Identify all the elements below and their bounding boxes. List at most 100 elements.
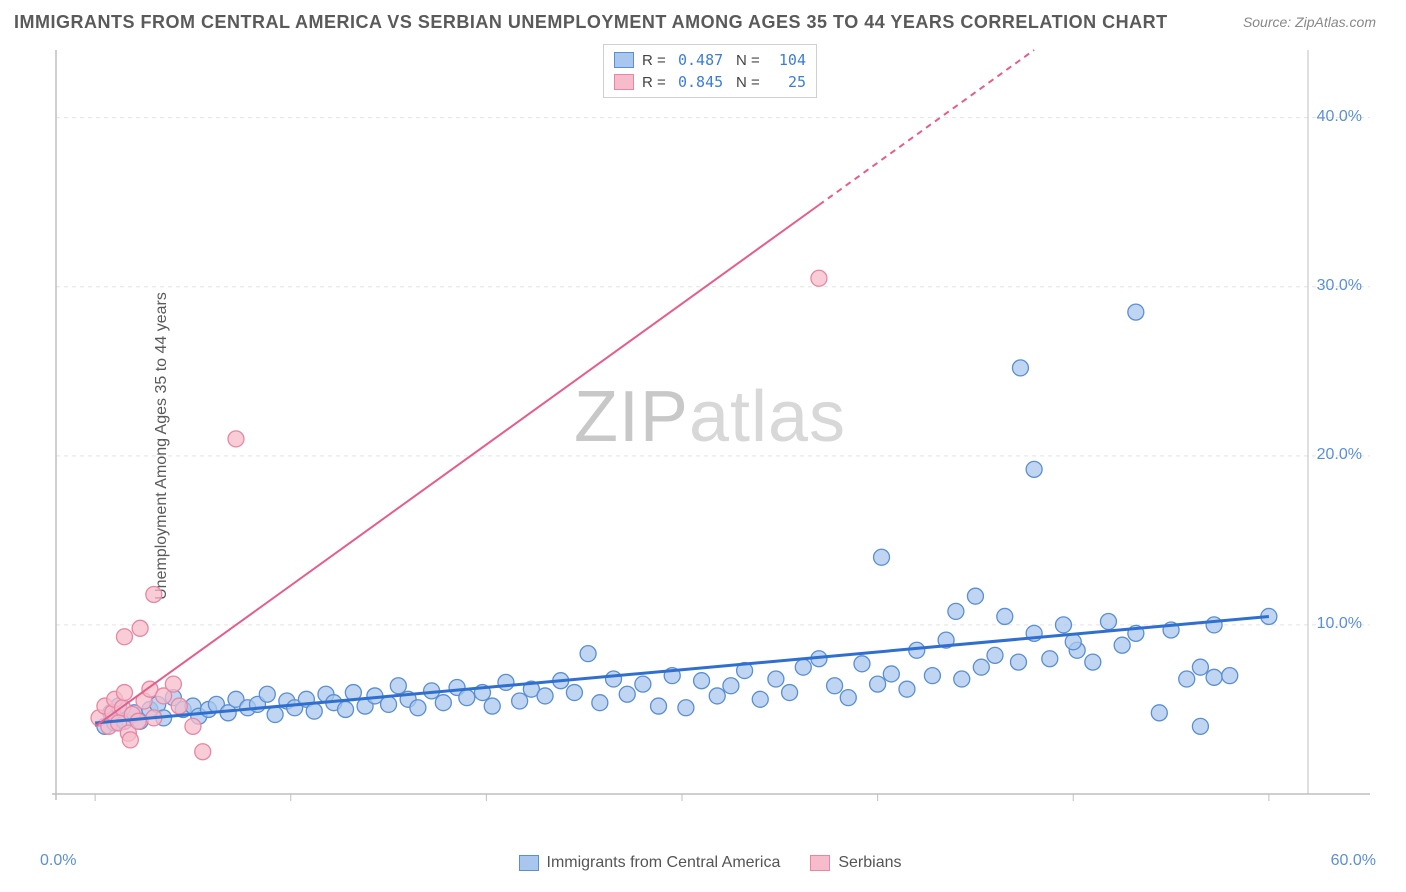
data-point xyxy=(185,718,201,734)
data-point xyxy=(1010,654,1026,670)
data-point xyxy=(1192,659,1208,675)
data-point xyxy=(768,671,784,687)
data-point xyxy=(267,707,283,723)
data-point xyxy=(484,698,500,714)
data-point xyxy=(512,693,528,709)
legend-n-label: N = xyxy=(736,74,764,91)
data-point xyxy=(1026,461,1042,477)
data-point xyxy=(146,586,162,602)
data-point xyxy=(459,690,475,706)
y-tick-label: 30.0% xyxy=(1317,277,1362,295)
data-point xyxy=(997,608,1013,624)
data-point xyxy=(635,676,651,692)
data-point xyxy=(811,270,827,286)
data-point xyxy=(259,686,275,702)
data-point xyxy=(899,681,915,697)
source-attribution: Source: ZipAtlas.com xyxy=(1243,14,1376,30)
data-point xyxy=(924,668,940,684)
legend-r-value: 0.487 xyxy=(678,51,728,69)
data-point xyxy=(390,678,406,694)
data-point xyxy=(1128,304,1144,320)
data-point xyxy=(537,688,553,704)
data-point xyxy=(1012,360,1028,376)
data-point xyxy=(694,673,710,689)
data-point xyxy=(130,713,146,729)
data-point xyxy=(381,696,397,712)
data-point xyxy=(619,686,635,702)
legend-label: Immigrants from Central America xyxy=(547,854,781,872)
legend-swatch xyxy=(810,855,830,871)
data-point xyxy=(306,703,322,719)
data-point xyxy=(116,629,132,645)
data-point xyxy=(1206,617,1222,633)
data-point xyxy=(1085,654,1101,670)
data-point xyxy=(1042,651,1058,667)
data-point xyxy=(1206,669,1222,685)
data-point xyxy=(228,431,244,447)
data-point xyxy=(651,698,667,714)
legend-row-serbians: R = 0.845 N = 25 xyxy=(614,71,806,93)
data-point xyxy=(678,700,694,716)
data-point xyxy=(723,678,739,694)
data-point xyxy=(171,698,187,714)
legend-swatch xyxy=(614,52,634,68)
data-point xyxy=(410,700,426,716)
y-tick-label: 40.0% xyxy=(1317,108,1362,126)
data-point xyxy=(165,676,181,692)
data-point xyxy=(782,685,798,701)
trend-line xyxy=(95,205,819,726)
data-point xyxy=(709,688,725,704)
legend-n-value: 104 xyxy=(772,51,806,69)
data-point xyxy=(580,646,596,662)
data-point xyxy=(883,666,899,682)
data-point xyxy=(435,695,451,711)
data-point xyxy=(606,671,622,687)
data-point xyxy=(967,588,983,604)
legend-item: Serbians xyxy=(810,854,901,872)
data-point xyxy=(1222,668,1238,684)
data-point xyxy=(973,659,989,675)
data-point xyxy=(874,549,890,565)
legend-swatch xyxy=(519,855,539,871)
data-point xyxy=(122,732,138,748)
trend-line-dashed xyxy=(819,50,1034,205)
data-point xyxy=(566,685,582,701)
data-point xyxy=(1100,614,1116,630)
data-point xyxy=(840,690,856,706)
chart-title: IMMIGRANTS FROM CENTRAL AMERICA VS SERBI… xyxy=(14,12,1168,33)
data-point xyxy=(132,620,148,636)
data-point xyxy=(870,676,886,692)
data-point xyxy=(854,656,870,672)
legend-r-label: R = xyxy=(642,74,670,91)
legend-r-value: 0.845 xyxy=(678,73,728,91)
correlation-legend: R = 0.487 N = 104 R = 0.845 N = 25 xyxy=(603,44,817,98)
data-point xyxy=(987,647,1003,663)
data-point xyxy=(338,701,354,717)
chart-area: ZIPatlas R =0.487N =104R =0.845N =25 10.… xyxy=(50,44,1370,822)
data-point xyxy=(948,603,964,619)
data-point xyxy=(195,744,211,760)
legend-swatch xyxy=(614,74,634,90)
y-tick-label: 10.0% xyxy=(1317,615,1362,633)
legend-n-value: 25 xyxy=(772,73,806,91)
legend-label: Serbians xyxy=(838,854,901,872)
legend-r-label: R = xyxy=(642,52,670,69)
data-point xyxy=(827,678,843,694)
data-point xyxy=(1179,671,1195,687)
y-tick-label: 20.0% xyxy=(1317,446,1362,464)
data-point xyxy=(1055,617,1071,633)
legend-n-label: N = xyxy=(736,52,764,69)
data-point xyxy=(795,659,811,675)
data-point xyxy=(1192,718,1208,734)
series-legend: Immigrants from Central America Serbians xyxy=(50,854,1370,872)
data-point xyxy=(1114,637,1130,653)
chart-svg xyxy=(50,44,1370,822)
data-point xyxy=(592,695,608,711)
legend-item: Immigrants from Central America xyxy=(519,854,781,872)
data-point xyxy=(116,685,132,701)
legend-row-central_america: R = 0.487 N = 104 xyxy=(614,49,806,71)
data-point xyxy=(1151,705,1167,721)
data-point xyxy=(498,674,514,690)
data-point xyxy=(752,691,768,707)
data-point xyxy=(954,671,970,687)
